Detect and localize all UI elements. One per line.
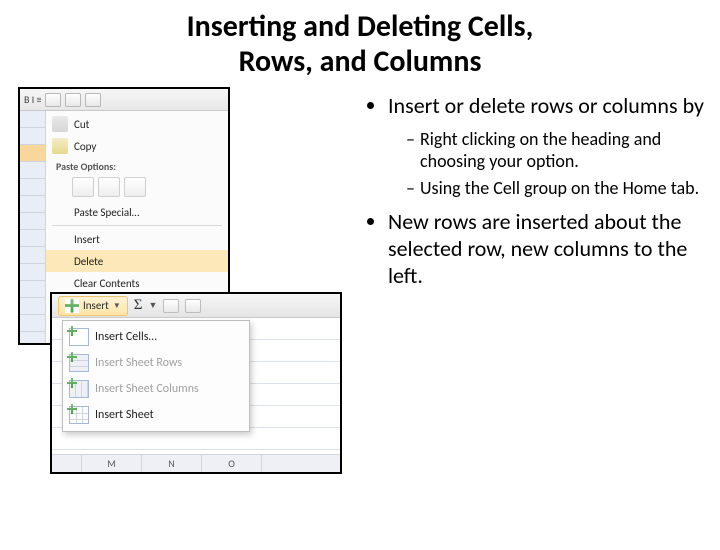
row-header: [20, 298, 45, 315]
insert-button-label: Insert: [83, 299, 109, 312]
bullet-list: Insert or delete rows or columns by Righ…: [360, 93, 708, 290]
toolbar-glyphs: B I ≡: [24, 93, 41, 106]
bullet-item: Insert or delete rows or columns by Righ…: [388, 93, 708, 199]
menu-item-insert-sheet[interactable]: Insert Sheet: [63, 402, 249, 428]
paste-option-icon[interactable]: [124, 177, 146, 197]
insert-dropdown-screenshot: Insert ▼ Σ ▼ Insert Cells… Inser: [50, 292, 342, 474]
title-line-1: Inserting and Deleting Cells,: [187, 8, 534, 45]
menu-label: Cut: [74, 118, 89, 131]
menu-label: Insert Sheet: [95, 408, 154, 422]
menu-label: Copy: [74, 140, 96, 153]
screenshots-area: B I ≡: [12, 87, 342, 296]
row-headers: [20, 111, 46, 343]
title-line-2: Rows, and Columns: [239, 43, 482, 80]
slide-title: Inserting and Deleting Cells, Rows, and …: [40, 10, 680, 79]
bullet-item: New rows are inserted about the selected…: [388, 209, 708, 289]
menu-label: Delete: [74, 255, 103, 268]
sub-bullet-item: Using the Cell group on the Home tab.: [406, 177, 708, 200]
menu-item-insert[interactable]: Insert: [46, 228, 228, 250]
fill-color-icon: [65, 93, 81, 107]
menu-label: Insert Sheet Columns: [95, 382, 199, 396]
panel-b-body: Insert Cells… Insert Sheet Rows Insert S…: [52, 318, 340, 472]
paste-options-heading: Paste Options:: [46, 157, 228, 175]
menu-separator: [52, 225, 222, 226]
autosum-caret: ▼: [149, 300, 158, 311]
paste-option-icon[interactable]: [72, 177, 94, 197]
row-header: [20, 264, 45, 281]
menu-item-insert-cells[interactable]: Insert Cells…: [63, 324, 249, 350]
menu-item-copy[interactable]: Copy: [46, 135, 228, 157]
row-header: [20, 247, 45, 264]
menu-item-insert-columns[interactable]: Insert Sheet Columns: [63, 376, 249, 402]
menu-label: Insert Cells…: [95, 330, 157, 344]
row-header: [20, 162, 45, 179]
menu-label: Clear Contents: [74, 277, 140, 290]
menu-item-paste-special[interactable]: Paste Special…: [46, 201, 228, 223]
menu-label: Paste Special…: [74, 206, 139, 219]
row-header: [20, 179, 45, 196]
fill-icon[interactable]: [163, 299, 179, 313]
row-header-selected: [20, 145, 45, 162]
insert-columns-icon: [69, 380, 89, 398]
menu-item-insert-rows[interactable]: Insert Sheet Rows: [63, 350, 249, 376]
column-header: N: [142, 455, 202, 472]
paste-option-icon[interactable]: [98, 177, 120, 197]
menu-label: Insert: [74, 233, 100, 246]
menu-label: Insert Sheet Rows: [95, 356, 182, 370]
row-header: [20, 230, 45, 247]
column-header: M: [82, 455, 142, 472]
chevron-down-icon: ▼: [113, 301, 121, 311]
cut-icon: [52, 116, 68, 132]
copy-icon: [52, 138, 68, 154]
column-header: O: [202, 455, 262, 472]
autosum-icon[interactable]: Σ: [134, 297, 143, 314]
bullet-text: Insert or delete rows or columns by: [388, 92, 704, 119]
column-headers: M N O: [52, 454, 340, 472]
text-content: Insert or delete rows or columns by Righ…: [342, 87, 708, 296]
mini-toolbar: B I ≡: [20, 89, 228, 111]
menu-item-delete[interactable]: Delete: [46, 250, 228, 272]
column-header: [52, 455, 82, 472]
sub-bullet-list: Right clicking on the heading and choosi…: [388, 128, 708, 200]
insert-button[interactable]: Insert ▼: [58, 296, 128, 316]
insert-sheet-icon: [69, 406, 89, 424]
insert-plus-icon: [65, 299, 79, 313]
ribbon-strip: Insert ▼ Σ ▼: [52, 294, 340, 318]
row-header: [20, 213, 45, 230]
border-icon: [85, 93, 101, 107]
row-header: [20, 196, 45, 213]
clear-icon[interactable]: [185, 299, 201, 313]
content-row: B I ≡: [0, 87, 720, 296]
row-header: [20, 128, 45, 145]
menu-item-cut[interactable]: Cut: [46, 113, 228, 135]
row-header: [20, 281, 45, 298]
insert-rows-icon: [69, 354, 89, 372]
sub-bullet-item: Right clicking on the heading and choosi…: [406, 128, 708, 173]
insert-dropdown-menu: Insert Cells… Insert Sheet Rows Insert S…: [62, 320, 250, 432]
menu-item-clear-contents[interactable]: Clear Contents: [46, 272, 228, 294]
row-header: [20, 315, 45, 332]
font-color-icon: [45, 93, 61, 107]
insert-cells-icon: [69, 328, 89, 346]
row-header: [20, 111, 45, 128]
paste-options-row: [46, 175, 228, 201]
